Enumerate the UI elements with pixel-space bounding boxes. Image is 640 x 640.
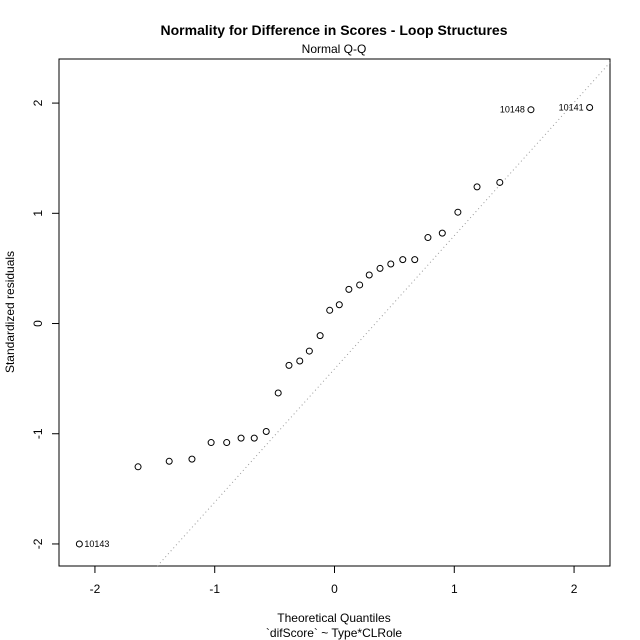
data-point — [376, 264, 384, 272]
data-points — [75, 103, 594, 548]
data-point — [262, 428, 270, 436]
data-point — [237, 434, 245, 442]
data-point — [454, 208, 462, 216]
data-point — [250, 434, 258, 442]
y-tick-label: -1 — [31, 428, 45, 439]
data-point — [473, 183, 481, 191]
data-point — [75, 540, 83, 548]
y-axis-label: Standardized residuals — [3, 251, 17, 373]
data-point — [399, 256, 407, 264]
data-point — [274, 389, 282, 397]
data-point — [305, 347, 313, 355]
x-axis-label-formula: `difScore` ~ Type*CLRole — [266, 626, 403, 640]
data-point — [365, 271, 373, 279]
y-tick-label: 1 — [31, 210, 45, 217]
data-point — [387, 260, 395, 268]
data-point — [527, 106, 535, 114]
chart-title: Normality for Difference in Scores - Loo… — [161, 22, 508, 38]
data-point — [165, 457, 173, 465]
data-point — [326, 306, 334, 314]
data-point — [424, 234, 432, 242]
x-tick-label: 2 — [571, 582, 578, 596]
data-point — [345, 285, 353, 293]
data-point — [335, 301, 343, 309]
data-point — [285, 361, 293, 369]
data-point — [356, 281, 364, 289]
plot-frame — [58, 58, 611, 567]
chart-subtitle: Normal Q-Q — [302, 42, 367, 56]
x-tick-label: -1 — [209, 582, 220, 596]
data-point — [586, 103, 594, 111]
data-point — [411, 256, 419, 264]
y-tick-label: 0 — [31, 320, 45, 327]
data-point — [496, 178, 504, 186]
x-tick-label: 0 — [331, 582, 338, 596]
data-point — [188, 455, 196, 463]
x-axis-label: Theoretical Quantiles — [277, 611, 390, 625]
point-label: 10143 — [84, 539, 109, 549]
reference-line — [156, 62, 611, 567]
data-point — [296, 357, 304, 365]
point-labels: 10143 10148 10141 — [84, 102, 583, 548]
point-label: 10141 — [559, 102, 584, 112]
y-tick-label: -2 — [31, 538, 45, 549]
y-tick-label: 2 — [31, 99, 45, 106]
point-label: 10148 — [500, 105, 525, 115]
data-point — [223, 439, 231, 447]
x-tick-label: 1 — [451, 582, 458, 596]
x-tick-label: -2 — [90, 582, 101, 596]
data-point — [207, 439, 215, 447]
x-axis-ticks: -2 -1 0 1 2 — [90, 566, 578, 596]
data-point — [316, 332, 324, 340]
y-axis-ticks: -2 -1 0 1 2 — [31, 99, 59, 549]
data-point — [134, 463, 142, 471]
data-point — [438, 229, 446, 237]
